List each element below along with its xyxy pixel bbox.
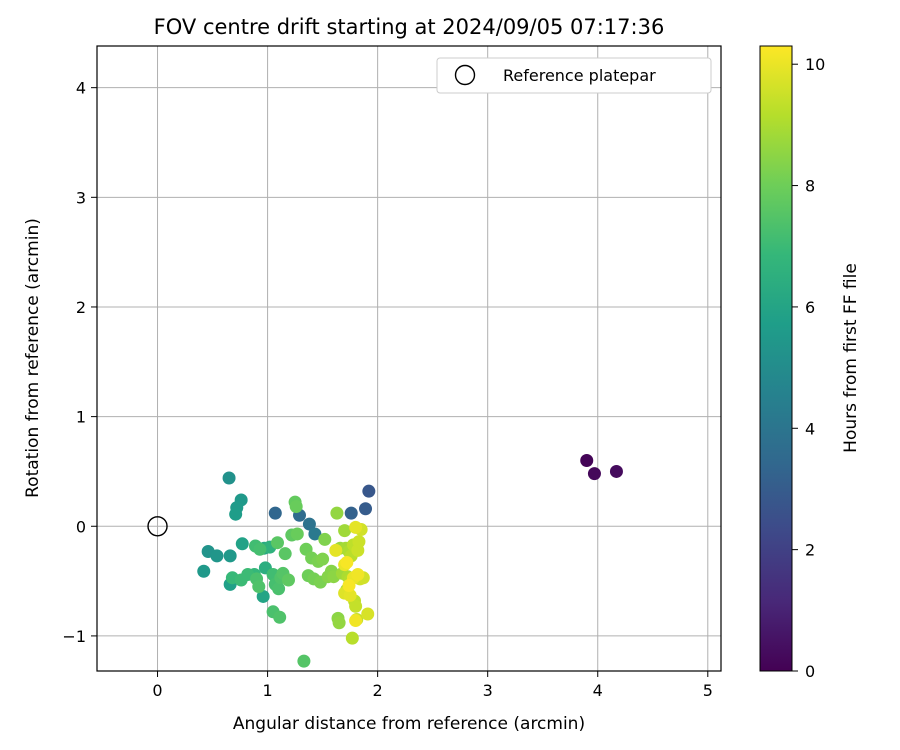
data-point [270,536,284,550]
data-point [345,631,359,645]
data-point [352,535,366,549]
data-point [316,552,330,566]
legend-entry-reference: Reference platepar [503,66,656,85]
data-point [302,517,316,531]
data-point [272,582,286,596]
legend: Reference platepar [436,57,712,94]
legend-box [436,57,712,94]
y-tick-label: 4 [76,79,86,98]
data-point [340,555,354,569]
data-point [330,506,344,520]
colorbar-bar [759,45,793,672]
x-tick-label: 1 [262,681,272,700]
y-tick-label: 2 [76,298,86,317]
data-point [344,506,358,520]
grid [97,46,721,671]
data-point [349,599,363,613]
x-axis-label: Angular distance from reference (arcmin) [233,714,585,734]
y-tick-label: 0 [76,517,86,536]
colorbar: 0 2 4 6 8 10 Hours from first FF file [759,45,861,681]
data-point [587,467,601,481]
plot-frame [96,45,722,672]
colorbar-tick-label: 4 [805,419,815,438]
data-point [349,614,363,628]
colorbar-tick-label: 0 [805,662,815,681]
colorbar-tick-label: 6 [805,298,815,317]
chart-title: FOV centre drift starting at 2024/09/05 … [154,15,665,39]
data-point [273,610,287,624]
data-point [253,542,267,556]
data-point [342,578,356,592]
data-point [329,543,343,557]
y-axis-ticks: −1 0 1 2 3 4 [62,79,97,646]
data-point [235,537,249,551]
data-point [278,547,292,561]
data-point [281,573,295,587]
data-point [362,484,376,498]
y-tick-label: −1 [62,627,86,646]
reference-platepar-marker [147,516,168,537]
y-tick-label: 3 [76,188,86,207]
y-axis-label: Rotation from reference (arcmin) [23,218,43,498]
data-point [268,506,282,520]
colorbar-label: Hours from first FF file [841,263,861,453]
x-tick-label: 3 [483,681,493,700]
colorbar-tick-label: 2 [805,541,815,560]
x-tick-label: 4 [593,681,603,700]
colorbar-tick-label: 8 [805,177,815,196]
data-point [351,568,365,582]
data-point [359,502,373,516]
x-tick-label: 0 [152,681,162,700]
data-point [297,654,311,668]
colorbar-ticks: 0 2 4 6 8 10 [792,55,825,681]
data-point [223,549,237,563]
data-point [229,507,243,521]
colorbar-tick-label: 10 [805,55,825,74]
data-point [290,527,304,541]
data-point [609,464,623,478]
data-point [222,471,236,485]
data-point [256,589,270,603]
data-point [332,616,346,630]
data-point [197,564,211,578]
data-point [289,500,303,514]
data-point [580,453,594,467]
data-point [361,607,375,621]
data-point [252,580,266,594]
data-point [210,549,224,563]
y-tick-label: 1 [76,408,86,427]
data-point [318,532,332,546]
data-points [197,453,623,668]
data-point [308,527,322,541]
x-tick-label: 5 [703,681,713,700]
legend-hollow-circle-icon [454,64,476,86]
data-point [343,588,357,602]
data-point [338,524,352,538]
reference-marker-layer [147,516,168,537]
x-tick-label: 2 [373,681,383,700]
x-axis-ticks: 0 1 2 3 4 5 [152,671,713,700]
data-point [349,520,363,534]
